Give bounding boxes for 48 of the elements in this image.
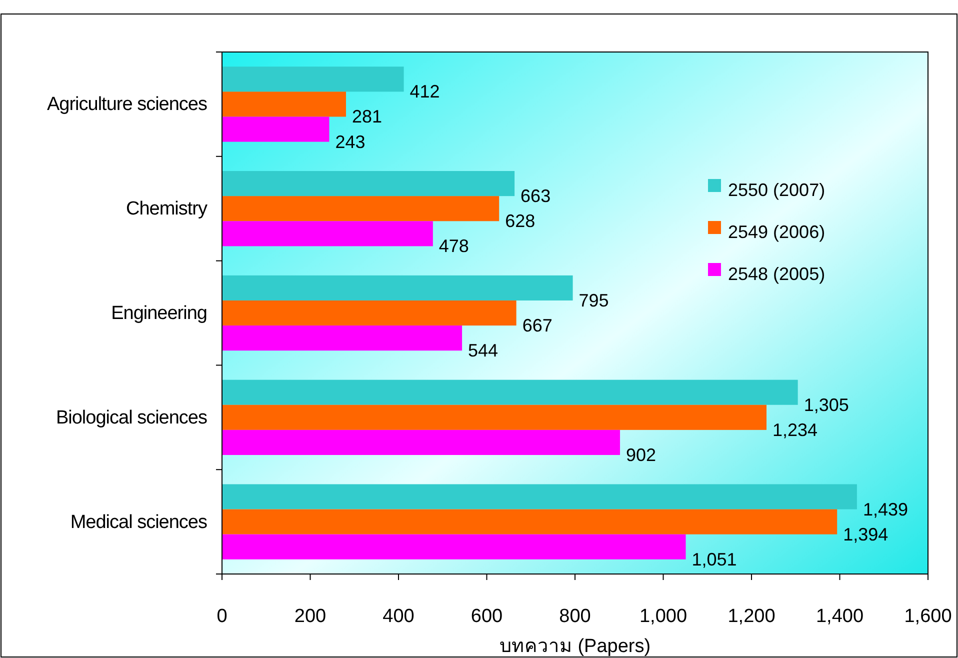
data-label: 663 (520, 186, 551, 206)
data-label: 1,394 (843, 524, 888, 544)
y-tick-label: Engineering (111, 303, 207, 324)
x-tick-label: 600 (470, 606, 503, 627)
x-tick-label: 1,600 (904, 606, 952, 627)
y-tick-label: Chemistry (126, 198, 208, 220)
legend-label: 2549 (2006) (728, 222, 826, 242)
data-label: 667 (522, 316, 552, 336)
x-tick-label: 200 (294, 606, 326, 627)
x-tick-label: 400 (382, 606, 414, 627)
bar (222, 326, 462, 351)
bar (222, 221, 433, 246)
x-tick-label: 1,000 (639, 606, 688, 627)
data-label: 544 (468, 340, 498, 361)
x-tick-label: 0 (216, 606, 228, 627)
x-tick-label: 800 (559, 606, 591, 627)
bar (222, 484, 857, 510)
bar (222, 66, 404, 92)
data-label: 1,051 (692, 549, 737, 570)
data-label: 412 (410, 82, 440, 102)
data-label: 902 (626, 444, 656, 465)
data-label: 1,305 (804, 394, 849, 415)
bar (222, 196, 500, 222)
y-tick-label: Agriculture sciences (46, 94, 207, 116)
legend-label: 2548 (2005) (728, 264, 826, 284)
x-tick-label: 1,400 (816, 606, 864, 627)
bar (222, 171, 515, 196)
bar (222, 509, 838, 534)
bar (222, 380, 798, 405)
bar (222, 275, 573, 300)
data-label: 795 (578, 290, 609, 310)
bar (222, 404, 767, 430)
y-tick-label: Medical sciences (70, 512, 207, 533)
data-label: 243 (335, 132, 366, 152)
data-label: 478 (438, 236, 469, 256)
bar (222, 116, 330, 142)
y-tick-label: Biological sciences (56, 407, 207, 428)
data-label: 1,439 (862, 499, 908, 520)
bar (222, 300, 516, 326)
x-tick-label: 1,200 (728, 606, 776, 627)
bar (222, 430, 620, 455)
bar (222, 534, 686, 560)
data-label: 1,234 (772, 420, 818, 440)
data-label: 281 (352, 106, 382, 127)
data-label: 628 (505, 211, 536, 232)
bar (222, 92, 346, 117)
legend-label: 2550 (2007) (728, 180, 826, 200)
x-axis-title: บทความ (Papers) (499, 636, 651, 657)
